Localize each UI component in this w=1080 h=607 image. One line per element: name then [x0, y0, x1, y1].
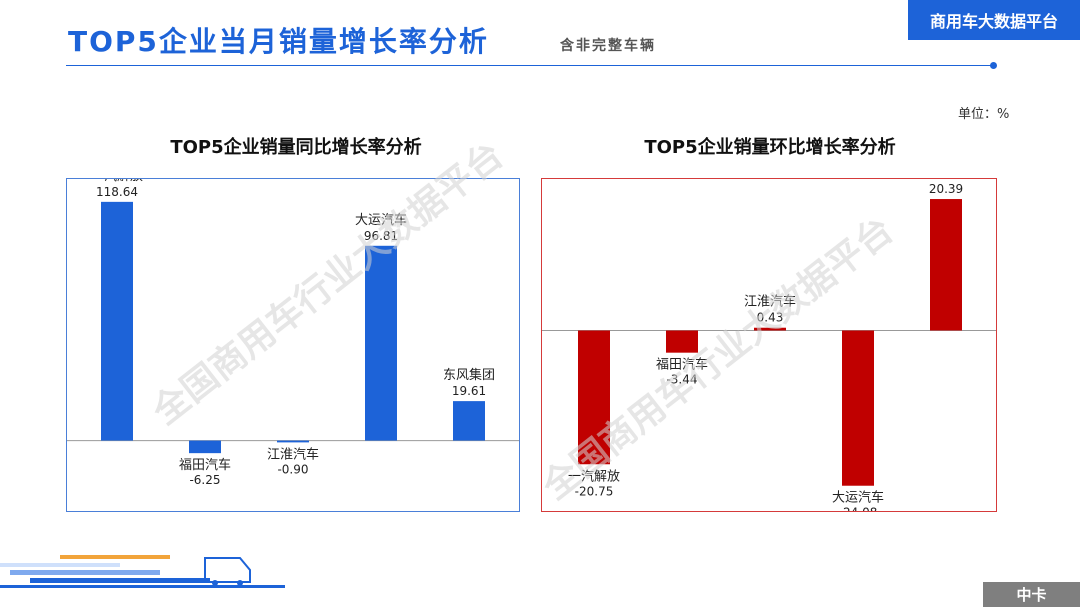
data-label: 20.39	[929, 182, 963, 196]
header-divider	[66, 65, 994, 66]
bar	[365, 245, 397, 441]
brand-badge: 商用车大数据平台	[908, 0, 1080, 40]
data-label: 0.43	[757, 311, 784, 325]
category-label: 江淮汽车	[744, 294, 796, 310]
truck-logo-decoration	[0, 555, 285, 588]
category-tag: 中卡	[983, 582, 1080, 607]
bar	[277, 440, 309, 443]
bar	[842, 330, 874, 486]
data-label: -20.75	[575, 484, 614, 498]
category-label: 福田汽车	[656, 357, 708, 373]
category-label: 大运汽车	[832, 490, 884, 506]
data-label: 118.64	[96, 185, 138, 199]
category-label: 一汽解放	[91, 179, 143, 184]
category-label: 江淮汽车	[267, 446, 319, 462]
bar	[453, 401, 485, 441]
data-label: -3.44	[666, 373, 697, 387]
bar	[101, 201, 133, 441]
yoy-chart-title: TOP5企业销量同比增长率分析	[170, 137, 422, 158]
page-subtitle: 含非完整车辆	[560, 38, 656, 54]
bar	[578, 330, 610, 465]
data-label: -24.08	[839, 506, 878, 511]
bar	[189, 440, 221, 454]
category-label: 一汽解放	[568, 469, 620, 484]
page-title: TOP5企业当月销量增长率分析	[68, 25, 489, 58]
data-label: 96.81	[364, 229, 398, 243]
mom-chart-title: TOP5企业销量环比增长率分析	[644, 137, 896, 158]
category-label: 福田汽车	[179, 457, 231, 473]
data-label: 19.61	[452, 384, 486, 398]
data-label: -0.90	[277, 462, 308, 476]
category-label: 大运汽车	[355, 212, 407, 228]
unit-label: 单位：%	[958, 107, 1010, 122]
bar	[754, 327, 786, 331]
category-label: 东风集团	[443, 367, 495, 383]
data-label: -6.25	[189, 473, 220, 487]
header-divider-dot	[990, 62, 997, 69]
category-label: 东风集团	[920, 179, 972, 181]
bar	[666, 330, 698, 353]
bar	[930, 199, 962, 331]
